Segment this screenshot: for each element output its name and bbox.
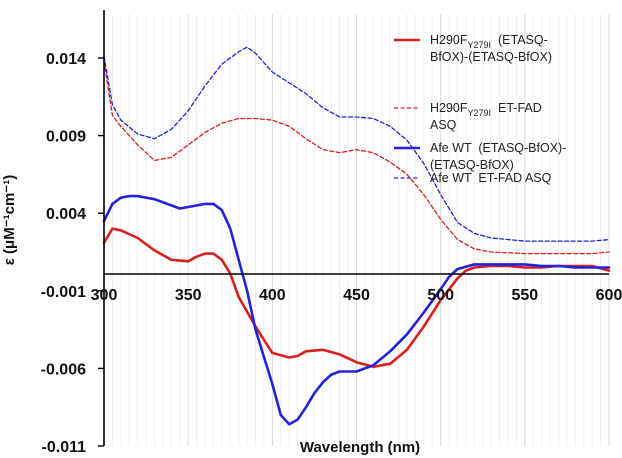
y-tick-labels: 0.014 0.009 0.004 -0.001 -0.006 -0.011 [41,51,86,456]
x-tick-label: 300 [91,287,118,304]
axes [98,10,609,447]
legend-label-line2: BfOX)-(ETASQ-BfOX) [430,50,552,64]
y-tick-label: -0.006 [41,361,86,378]
x-tick-label: 600 [596,287,622,304]
x-tick-label: 550 [511,287,538,304]
y-tick-label: 0.004 [46,206,86,223]
x-tick-labels: 300 350 400 450 500 550 600 [91,287,622,304]
x-axis-label: Wavelength (nm) [300,439,420,456]
y-tick-label: -0.011 [42,439,87,456]
series-line-2 [103,60,610,255]
x-tick-label: 400 [259,287,286,304]
legend-label: H290FY279I ET-FAD [430,101,542,118]
x-tick-label: 500 [427,287,454,304]
series-line-3 [102,194,611,426]
legend-label-line2: (ETASQ-BfOX) [430,158,514,172]
y-tick-label: -0.001 [41,284,86,301]
legend-label: Afe WT (ETASQ-BfOX)- [430,141,566,155]
legend: H290FY279I (ETASQ-BfOX)-(ETASQ-BfOX) H290… [394,33,566,185]
y-tick-label: 0.009 [46,129,86,146]
series-line-4 [103,46,610,242]
x-tick-label: 350 [175,287,202,304]
vertical-grid [111,14,610,446]
legend-label-line2: ASQ [430,118,457,132]
y-tick-label: 0.014 [46,51,86,68]
x-tick-label: 450 [343,287,370,304]
series-lines [102,46,611,426]
y-axis-label: ε (μM⁻¹cm⁻¹) [1,175,18,265]
series-line-1 [102,227,611,369]
legend-label: Afe WT ET-FAD ASQ [430,171,552,185]
legend-label: H290FY279I (ETASQ- [430,33,548,50]
